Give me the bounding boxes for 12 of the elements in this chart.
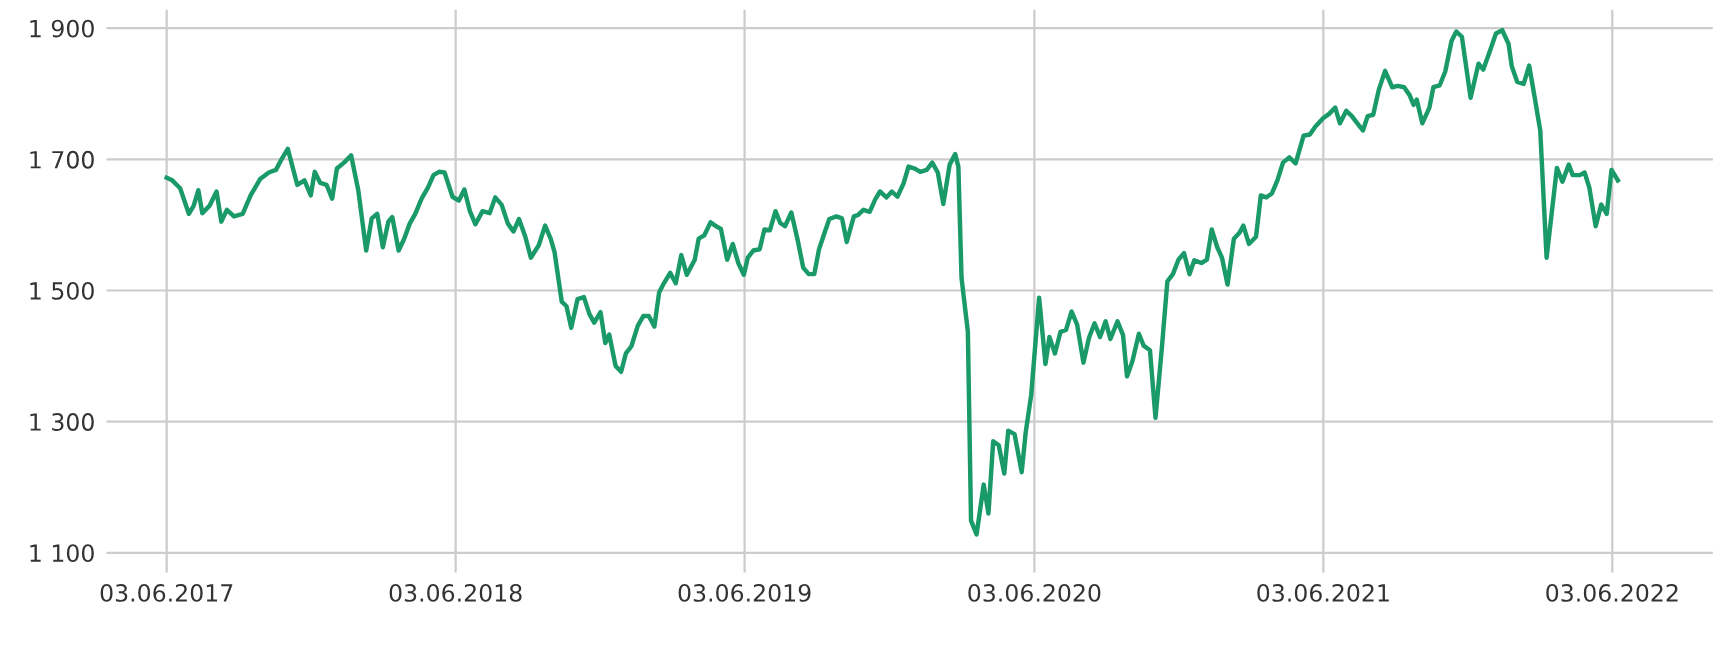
line-series: [164, 27, 1621, 537]
y-tick-label: 1 300: [30, 413, 94, 431]
y-tick-label: 1 900: [30, 19, 94, 38]
y-tick-label: 1 700: [30, 150, 94, 169]
x-tick-label: 03.06.2021: [1257, 583, 1389, 602]
x-tick-label: 03.06.2019: [678, 583, 811, 602]
x-tick-label: 03.06.2018: [389, 583, 522, 602]
y-tick-label: 1 500: [30, 281, 94, 300]
y-tick-label: 1 100: [30, 544, 94, 563]
x-tick-label: 03.06.2020: [968, 583, 1101, 602]
x-tick-label: 03.06.2022: [1546, 583, 1678, 602]
x-tick-label: 03.06.2017: [100, 583, 233, 602]
